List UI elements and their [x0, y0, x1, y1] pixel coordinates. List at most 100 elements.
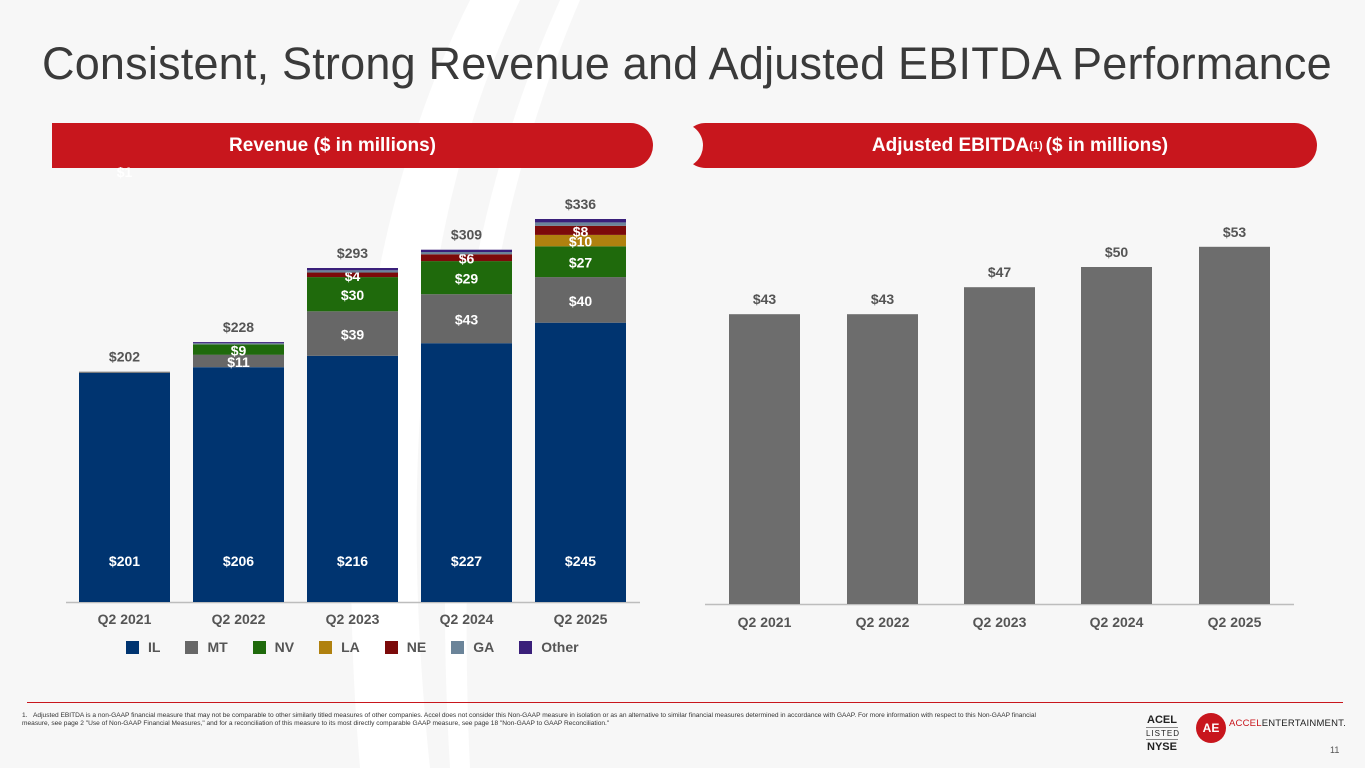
legend-item-il: IL [126, 639, 160, 655]
revenue-total-label: $309 [451, 227, 482, 243]
revenue-category-label: Q2 2024 [440, 611, 494, 627]
legend-swatch [185, 640, 199, 654]
legend-item-other: Other [519, 639, 579, 655]
revenue-bar-other [193, 342, 284, 344]
ebitda-category-label: Q2 2023 [973, 614, 1027, 630]
revenue-segment-label: $216 [337, 553, 368, 569]
revenue-category-label: Q2 2022 [212, 611, 266, 627]
legend-swatch [126, 640, 139, 654]
footnote: 1. Adjusted EBITDA is a non-GAAP financia… [22, 712, 1042, 727]
ebitda-category-label: Q2 2024 [1090, 614, 1144, 630]
revenue-bar-ga [535, 222, 626, 226]
revenue-bar-nv [193, 344, 284, 355]
ebitda-value-label: $43 [871, 291, 895, 307]
revenue-bar-il [193, 367, 284, 602]
revenue-segment-label: $10 [569, 234, 593, 250]
revenue-segment-label: $29 [455, 271, 479, 287]
revenue-segment-label: $43 [455, 312, 479, 328]
revenue-bar-mt [535, 277, 626, 323]
ebitda-bar [1081, 267, 1152, 604]
revenue-bar-ne [535, 225, 626, 235]
revenue-segment-label: $6 [459, 251, 475, 267]
ebitda-value-label: $43 [753, 291, 777, 307]
revenue-bar-ga [421, 252, 512, 255]
revenue-total-label: $293 [337, 245, 368, 261]
legend-item-la: LA [319, 639, 360, 655]
revenue-segment-label: $9 [231, 343, 247, 359]
revenue-category-label: Q2 2025 [554, 611, 608, 627]
ebitda-banner-units: ($ in millions) [1045, 134, 1169, 156]
revenue-bar-ga [307, 270, 398, 273]
legend-swatch [519, 640, 533, 654]
revenue-bar-nv [421, 261, 512, 295]
revenue-bar-ga [193, 343, 284, 345]
ebitda-value-label: $47 [988, 264, 1012, 280]
revenue-bar-ne [421, 254, 512, 262]
revenue-bar-other [307, 268, 398, 271]
ebitda-bar [1199, 246, 1270, 605]
revenue-segment-label: $8 [573, 223, 589, 239]
page-title: Consistent, Strong Revenue and Adjusted … [42, 38, 1332, 89]
ebitda-bar [729, 314, 800, 604]
revenue-banner: Revenue ($ in millions) [52, 123, 653, 168]
ebitda-value-label: $50 [1105, 244, 1129, 260]
revenue-bar-other [535, 219, 626, 223]
brand-wordmark-dark: ENTERTAINMENT. [1261, 718, 1346, 729]
revenue-bar-il [307, 355, 398, 602]
footnote-number: 1. [22, 712, 28, 719]
revenue-bar-mt [421, 294, 512, 344]
revenue-segment-label: $245 [565, 553, 596, 569]
ebitda-category-label: Q2 2021 [738, 614, 792, 630]
revenue-bar-la [535, 234, 626, 247]
page-number: 11 [1330, 745, 1340, 755]
listed-label: LISTED [1146, 727, 1181, 740]
legend-label: MT [207, 639, 228, 655]
revenue-bar-mt [79, 371, 170, 373]
legend-swatch [319, 640, 333, 654]
revenue-legend: IL MT NV LA NE GA Other [126, 639, 604, 655]
legend-swatch [384, 640, 398, 654]
ebitda-bar [964, 287, 1035, 604]
revenue-total-label: $336 [565, 196, 596, 212]
legend-label: NE [406, 639, 427, 655]
listed-exchange: NYSE [1147, 741, 1177, 753]
revenue-bar-nv [535, 246, 626, 278]
ebitda-category-label: Q2 2025 [1208, 614, 1262, 630]
revenue-segment-label: $40 [569, 293, 593, 309]
revenue-category-label: Q2 2021 [98, 611, 152, 627]
brand-wordmark-red: ACCEL [1229, 718, 1262, 729]
legend-item-ga: GA [451, 639, 494, 655]
revenue-segment-label: $39 [341, 327, 365, 343]
brand-wordmark: ACCELENTERTAINMENT. [1229, 718, 1346, 729]
legend-label: LA [341, 639, 360, 655]
revenue-segment-label: $206 [223, 553, 254, 569]
revenue-bar-il [79, 372, 170, 602]
revenue-bar-il [421, 343, 512, 602]
ebitda-value-label: $53 [1223, 224, 1247, 240]
revenue-bar-ne [307, 272, 398, 278]
ebitda-footnote-ref: (1) [1029, 139, 1043, 152]
ebitda-banner: Adjusted EBITDA (1) ($ in millions) [675, 123, 1317, 168]
revenue-bar-il [535, 322, 626, 602]
legend-swatch [451, 640, 465, 654]
revenue-total-label: $202 [109, 349, 140, 365]
legend-item-nv: NV [252, 639, 294, 655]
revenue-segment-label: $201 [109, 553, 140, 569]
legend-label: IL [148, 639, 161, 655]
ebitda-category-label: Q2 2022 [856, 614, 910, 630]
revenue-segment-label: $11 [227, 354, 250, 370]
revenue-bar-mt [193, 354, 284, 368]
accel-logo-icon: AE [1196, 713, 1226, 743]
footer-divider [27, 702, 1343, 703]
footnote-text: Adjusted EBITDA is a non-GAAP financial … [22, 712, 1036, 727]
ebitda-banner-label: Adjusted EBITDA [871, 134, 1030, 156]
revenue-banner-label: Revenue ($ in millions) [229, 134, 436, 156]
revenue-bar-mt [307, 311, 398, 356]
revenue-total-label: $228 [223, 319, 254, 335]
revenue-bar-nv [307, 277, 398, 312]
legend-label: GA [473, 639, 495, 655]
legend-item-ne: NE [384, 639, 427, 655]
revenue-category-label: Q2 2023 [326, 611, 380, 627]
legend-swatch [252, 640, 266, 654]
